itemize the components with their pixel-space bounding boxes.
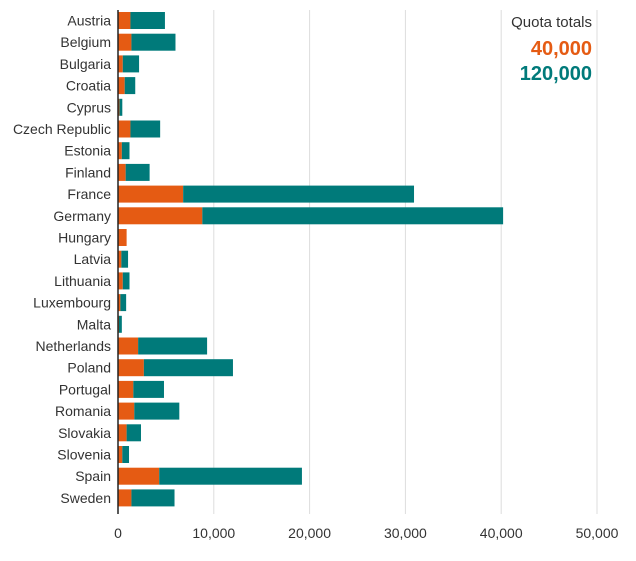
bar-malta-series-2 <box>118 315 122 333</box>
bar-austria-series-2 <box>130 12 165 29</box>
bar-germany-series-1 <box>118 207 203 225</box>
x-tick-label-40000: 40,000 <box>480 525 523 541</box>
category-label-bulgaria: Bulgaria <box>60 56 112 72</box>
bar-slovenia-series-2 <box>122 446 130 463</box>
category-label-czech-republic: Czech Republic <box>13 121 111 137</box>
bar-sweden-series-2 <box>131 489 175 507</box>
x-tick-label-30000: 30,000 <box>384 525 427 541</box>
category-labels: Austria Belgium Bulgaria Croatia Cyprus Czech… <box>13 13 111 506</box>
bar-estonia-series-1 <box>118 142 122 160</box>
bar-belgium-series-1 <box>118 33 132 51</box>
bar-hungary-series-1 <box>118 229 127 246</box>
bar-slovakia-series-2 <box>126 424 141 442</box>
bar-luxembourg-series-1 <box>118 294 121 312</box>
bar-netherlands-series-2 <box>138 337 208 355</box>
x-tick-label-20000: 20,000 <box>288 525 331 541</box>
bar-sweden-series-1 <box>118 489 132 507</box>
category-label-spain: Spain <box>75 468 111 484</box>
category-label-poland: Poland <box>67 360 111 376</box>
bar-luxembourg-series-2 <box>120 294 127 312</box>
category-label-finland: Finland <box>65 164 111 180</box>
bar-belgium-series-2 <box>131 33 176 51</box>
legend-entry-120000: 120,000 <box>520 63 592 85</box>
bar-austria-series-1 <box>118 12 131 29</box>
bar-lithuania-series-2 <box>122 272 130 290</box>
bar-romania-series-2 <box>134 402 180 420</box>
category-label-germany: Germany <box>53 208 111 224</box>
bar-croatia-series-1 <box>118 77 125 95</box>
category-label-france: France <box>67 186 111 202</box>
bar-spain-series-1 <box>118 467 160 485</box>
category-label-cyprus: Cyprus <box>67 99 111 115</box>
bar-estonia-series-2 <box>121 142 130 160</box>
bar-cyprus-series-2 <box>119 98 123 116</box>
bar-bulgaria-series-2 <box>122 55 140 73</box>
bar-slovakia-series-1 <box>118 424 127 442</box>
category-label-croatia: Croatia <box>66 78 111 94</box>
bar-bulgaria-series-1 <box>118 55 123 73</box>
bar-portugal-series-1 <box>118 380 134 398</box>
category-label-slovenia: Slovenia <box>57 447 111 463</box>
bar-france-series-1 <box>118 185 184 203</box>
bar-czech-republic-series-2 <box>130 120 161 138</box>
category-label-austria: Austria <box>67 13 111 29</box>
bar-latvia-series-2 <box>121 250 129 268</box>
category-label-estonia: Estonia <box>64 143 111 159</box>
legend: Quota totals 40,000 120,000 <box>511 14 592 85</box>
category-label-luxembourg: Luxembourg <box>33 295 111 311</box>
bar-france-series-2 <box>183 185 415 203</box>
category-label-malta: Malta <box>77 316 111 332</box>
category-label-sweden: Sweden <box>60 490 111 506</box>
bar-latvia-series-1 <box>118 250 122 268</box>
bar-poland-series-2 <box>143 359 233 377</box>
bars-group <box>118 12 504 507</box>
category-label-lithuania: Lithuania <box>54 273 111 289</box>
x-tick-labels: 0 10,000 20,000 30,000 40,000 50,000 <box>114 525 619 541</box>
bar-slovenia-series-1 <box>118 446 123 463</box>
category-label-romania: Romania <box>55 403 111 419</box>
bar-finland-series-2 <box>125 163 150 181</box>
legend-entry-40000: 40,000 <box>531 38 592 60</box>
category-label-belgium: Belgium <box>60 34 111 50</box>
category-label-slovakia: Slovakia <box>58 425 111 441</box>
legend-title: Quota totals <box>511 14 592 31</box>
category-label-hungary: Hungary <box>58 230 111 246</box>
x-tick-label-0: 0 <box>114 525 122 541</box>
bar-spain-series-2 <box>159 467 302 485</box>
bar-czech-republic-series-1 <box>118 120 131 138</box>
bar-germany-series-2 <box>202 207 504 225</box>
bar-romania-series-1 <box>118 402 135 420</box>
category-label-netherlands: Netherlands <box>36 338 112 354</box>
bar-lithuania-series-1 <box>118 272 123 290</box>
gridlines <box>213 10 598 514</box>
x-tick-label-10000: 10,000 <box>192 525 235 541</box>
bar-portugal-series-2 <box>133 380 164 398</box>
x-tick-label-50000: 50,000 <box>576 525 619 541</box>
category-label-portugal: Portugal <box>59 381 111 397</box>
bar-croatia-series-2 <box>124 77 136 95</box>
category-label-latvia: Latvia <box>74 251 112 267</box>
bar-poland-series-1 <box>118 359 144 377</box>
bar-finland-series-1 <box>118 163 126 181</box>
bar-netherlands-series-1 <box>118 337 139 355</box>
